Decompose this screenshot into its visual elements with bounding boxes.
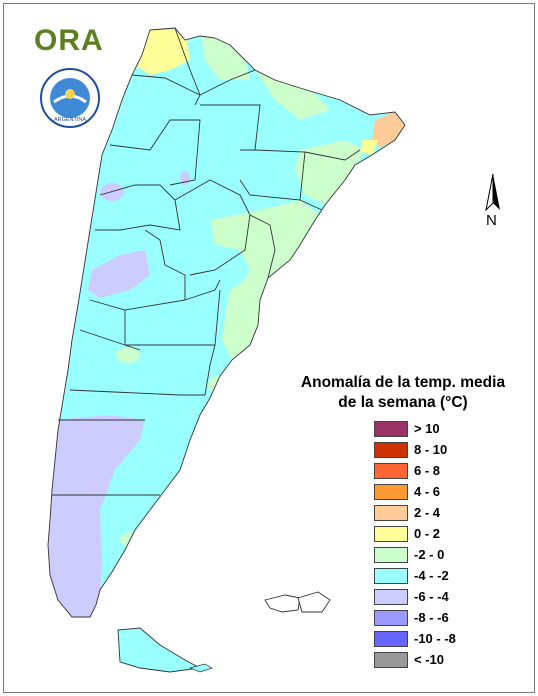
legend: > 10 8 - 10 6 - 8 4 - 6 2 - 4 0 - 2 -2 - 0 -4 -… bbox=[374, 418, 456, 670]
north-label: N bbox=[486, 212, 497, 229]
legend-title-line1: Anomalía de la temp. media bbox=[300, 374, 506, 391]
legend-label: -6 - -4 bbox=[414, 589, 449, 604]
legend-swatch bbox=[374, 630, 408, 647]
legend-title: Anomalía de la temp. media de la semana … bbox=[288, 373, 518, 413]
zone-green-chaco bbox=[255, 70, 330, 120]
legend-swatch bbox=[374, 441, 408, 458]
legend-item: < -10 bbox=[374, 649, 456, 670]
anomaly-fill-layer bbox=[48, 30, 405, 617]
zone-green-ne bbox=[295, 140, 365, 205]
legend-swatch bbox=[374, 651, 408, 668]
north-arrow-icon bbox=[485, 173, 500, 212]
seal-caption: ARGENTINA bbox=[54, 117, 86, 123]
legend-swatch bbox=[374, 588, 408, 605]
legend-label: -2 - 0 bbox=[414, 547, 445, 562]
islas-malvinas bbox=[264, 591, 331, 613]
legend-label: -10 - -8 bbox=[414, 631, 456, 646]
ora-logo-text: ORA bbox=[34, 24, 104, 57]
zone-yellow-nw bbox=[135, 30, 190, 75]
zone-green-spot-a bbox=[116, 347, 140, 363]
border-jujuy-salta bbox=[174, 27, 201, 106]
legend-swatch bbox=[374, 420, 408, 437]
legend-label: 2 - 4 bbox=[414, 505, 441, 520]
legend-item: 6 - 8 bbox=[374, 460, 456, 481]
legend-swatch bbox=[374, 483, 408, 500]
border-rionegro-east bbox=[204, 344, 216, 396]
zone-green-bsas bbox=[222, 270, 260, 360]
legend-label: 8 - 10 bbox=[414, 442, 448, 457]
legend-title-line2: de la semana (°C) bbox=[338, 394, 468, 411]
zone-lavender-cuyo-b bbox=[88, 250, 150, 298]
legend-swatch bbox=[374, 609, 408, 626]
ora-logo: ORA bbox=[34, 24, 104, 58]
zone-green-spot-c bbox=[120, 530, 170, 550]
isla-estados bbox=[188, 663, 213, 673]
zone-green-spot-b bbox=[208, 375, 236, 395]
legend-item: -8 - -6 bbox=[374, 607, 456, 628]
legend-label: 4 - 6 bbox=[414, 484, 441, 499]
legend-swatch bbox=[374, 567, 408, 584]
legend-item: -10 - -8 bbox=[374, 628, 456, 649]
border-lapampa bbox=[124, 289, 221, 346]
border-corrientes bbox=[304, 149, 361, 161]
legend-item: > 10 bbox=[374, 418, 456, 439]
legend-item: -2 - 0 bbox=[374, 544, 456, 565]
legend-item: -6 - -4 bbox=[374, 586, 456, 607]
legend-label: -8 - -6 bbox=[414, 610, 449, 625]
zone-orange-misiones bbox=[372, 112, 405, 148]
legend-label: -4 - -2 bbox=[414, 568, 449, 583]
tierra-del-fuego bbox=[117, 627, 202, 673]
border-salta-north bbox=[131, 69, 256, 96]
smn-seal-icon: ARGENTINA bbox=[40, 68, 100, 128]
legend-swatch bbox=[374, 462, 408, 479]
legend-label: 6 - 8 bbox=[414, 463, 441, 478]
legend-item: 4 - 6 bbox=[374, 481, 456, 502]
border-santafe-bsas bbox=[249, 214, 276, 279]
zone-yellow-ne bbox=[362, 140, 378, 155]
legend-label: < -10 bbox=[414, 652, 444, 667]
legend-label: > 10 bbox=[414, 421, 440, 436]
border-entrerios bbox=[299, 199, 323, 211]
legend-swatch bbox=[374, 525, 408, 542]
zone-lavender-patagonia bbox=[48, 415, 145, 617]
border-catamarca-larioja bbox=[95, 184, 181, 231]
province-borders bbox=[47, 27, 406, 618]
legend-swatch bbox=[374, 504, 408, 521]
border-sanluis bbox=[184, 279, 221, 301]
legend-label: 0 - 2 bbox=[414, 526, 441, 541]
border-neuquen bbox=[79, 329, 141, 351]
legend-item: 0 - 2 bbox=[374, 523, 456, 544]
legend-item: -4 - -2 bbox=[374, 565, 456, 586]
border-tucuman bbox=[109, 119, 201, 186]
legend-item: 2 - 4 bbox=[374, 502, 456, 523]
border-formosa-chaco bbox=[200, 104, 261, 151]
border-rionegro-chubut bbox=[69, 389, 205, 396]
legend-item: 8 - 10 bbox=[374, 439, 456, 460]
legend-swatch bbox=[374, 546, 408, 563]
